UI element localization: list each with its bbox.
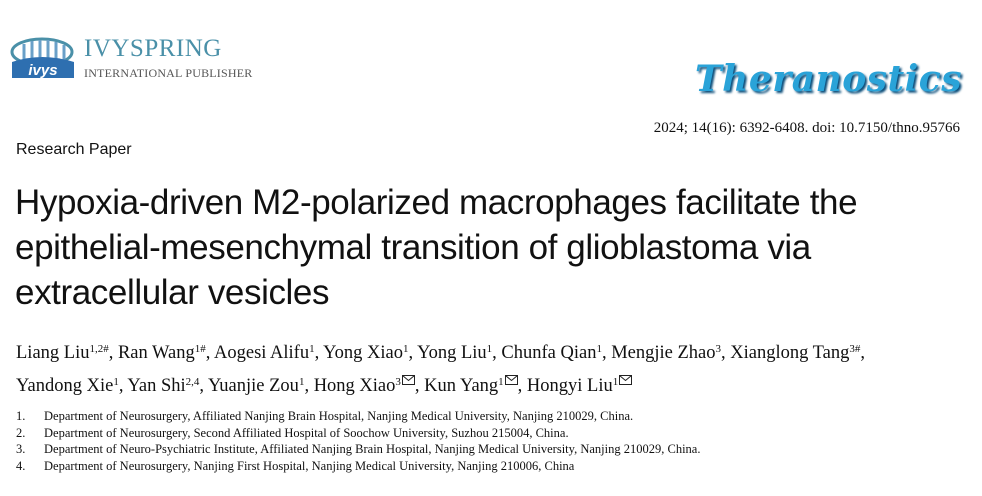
author-affiliation-mark: 1 [298, 376, 305, 388]
author: Aogesi Alifu1 [214, 343, 315, 363]
author-affiliation-mark: 1# [194, 343, 206, 355]
author-affiliation-mark: 1 [309, 343, 315, 355]
affiliation-list: 1. Department of Neurosurgery, Affiliated… [16, 408, 700, 474]
author-affiliation-mark: 3 [395, 376, 401, 388]
affiliation-text: Department of Neurosurgery, Affiliated N… [44, 409, 634, 423]
affiliation-text: Department of Neurosurgery, Nanjing Firs… [44, 458, 575, 473]
author-name: Kun Yang [424, 376, 499, 396]
author-separator: , [304, 376, 314, 396]
author-name: Hongyi Liu [526, 376, 613, 396]
author-separator: , [601, 343, 612, 363]
affiliation-number: 3. [16, 442, 26, 456]
author: Kun Yang1 [424, 375, 518, 396]
author-separator: , [199, 376, 208, 396]
author-list: Liang Liu1,2#, Ran Wang1#, Aogesi Alifu1… [16, 340, 966, 400]
author-separator: , [517, 376, 527, 396]
author-separator: , [408, 343, 418, 363]
publisher-name: IVYSPRING [84, 35, 222, 62]
author-name: Ran Wang [117, 343, 195, 363]
author: Yong Xiao1 [323, 343, 408, 363]
author-separator: , [205, 343, 214, 363]
author-name: Xianglong Tang [730, 343, 850, 363]
author-affiliation-mark: 1,2# [89, 343, 109, 355]
citation: 2024; 14(16): 6392-6408. doi: 10.7150/th… [653, 120, 960, 136]
affiliation: 3. Department of Neuro-Psychiatric Instit… [16, 441, 700, 458]
author-affiliation-mark: 1 [486, 343, 493, 355]
affiliation: 4. Department of Neurosurgery, Nanjing Fi… [16, 458, 700, 475]
author-affiliation-mark: 1 [403, 343, 409, 355]
article-title: Hypoxia-driven M2-polarized macrophages … [15, 183, 858, 312]
affiliation-number: 1. [16, 409, 26, 423]
affiliation-text: Department of Neuro-Psychiatric Institut… [44, 442, 701, 456]
author-name: Yong Liu [417, 343, 487, 363]
logo-text: ivys [28, 62, 57, 79]
author: Hong Xiao3 [313, 375, 415, 396]
envelope-icon [619, 375, 633, 385]
author-separator: , [492, 343, 502, 363]
author-affiliation-mark: 2,4 [185, 376, 200, 388]
corresponding-mark [619, 367, 633, 394]
author-name: Liang Liu [16, 343, 90, 363]
author-affiliation-mark: 1 [113, 376, 119, 388]
journal-name: Theranostics [694, 58, 962, 100]
author: Xianglong Tang3# [730, 343, 860, 363]
corresponding-mark [504, 367, 518, 394]
author-name: Yandong Xie [16, 376, 114, 396]
author-separator: , [721, 343, 731, 363]
affiliation: 2. Department of Neurosurgery, Second Aff… [16, 425, 700, 442]
author-affiliation-mark: 1 [498, 376, 504, 388]
article-type: Research Paper [16, 141, 132, 158]
author-name: Yong Xiao [323, 343, 404, 363]
author: Chunfa Qian1 [501, 343, 602, 363]
author-name: Hong Xiao [313, 376, 396, 396]
envelope-icon [504, 375, 518, 385]
author-separator: , [108, 343, 118, 363]
envelope-icon [401, 375, 415, 385]
author-separator: , [314, 343, 324, 363]
affiliation: 1. Department of Neurosurgery, Affiliated… [16, 408, 700, 425]
author-separator: , [118, 376, 128, 396]
affiliation-text: Department of Neurosurgery, Second Affil… [44, 425, 569, 440]
author-name: Chunfa Qian [501, 343, 597, 363]
author: Ran Wang1# [118, 343, 206, 363]
author-separator: , [414, 376, 425, 396]
author: Yong Liu1 [417, 343, 492, 363]
author: Yuanjie Zou1 [208, 376, 304, 396]
author-affiliation-mark: 1 [596, 343, 602, 355]
author: Yan Shi2,4 [127, 376, 199, 396]
author-affiliation-mark: 1 [612, 376, 619, 388]
author: Mengjie Zhao3 [611, 343, 721, 363]
affiliation-number: 2. [16, 425, 26, 440]
publisher-subtitle: INTERNATIONAL PUBLISHER [84, 66, 253, 80]
author-separator: , [860, 343, 866, 363]
affiliation-number: 4. [16, 458, 26, 473]
author-name: Yuanjie Zou [208, 376, 299, 396]
author-name: Aogesi Alifu [214, 343, 310, 363]
author: Yandong Xie1 [16, 376, 119, 396]
author: Liang Liu1,2# [16, 343, 109, 363]
publisher-logo: ivys [10, 37, 74, 79]
author-affiliation-mark: 3# [849, 343, 861, 355]
author-name: Yan Shi [127, 376, 186, 396]
corresponding-mark [401, 367, 415, 394]
author: Hongyi Liu1 [526, 375, 633, 396]
author-name: Mengjie Zhao [611, 343, 716, 363]
author-affiliation-mark: 3 [715, 343, 722, 355]
